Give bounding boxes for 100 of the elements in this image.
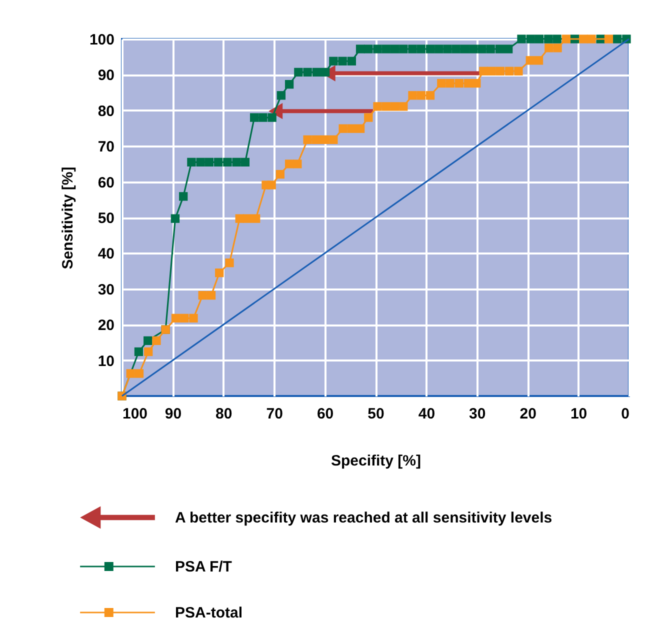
y-tick-label: 100	[89, 32, 114, 48]
point	[250, 113, 259, 122]
point	[437, 78, 446, 88]
point	[152, 336, 161, 345]
point	[189, 314, 198, 323]
point	[356, 44, 365, 54]
y-tick-label: 80	[98, 102, 114, 120]
point	[303, 135, 312, 144]
point	[329, 56, 338, 66]
point	[303, 68, 312, 77]
point	[504, 44, 513, 54]
point	[240, 158, 250, 166]
point	[416, 44, 426, 54]
x-tick-label: 90	[164, 406, 182, 422]
x-tick-label: 70	[266, 406, 283, 422]
point	[198, 290, 207, 300]
point	[426, 44, 435, 54]
point	[604, 34, 614, 44]
point	[232, 158, 241, 166]
point	[373, 102, 382, 111]
point	[454, 78, 464, 88]
y-tick-label: 70	[98, 138, 114, 156]
point	[478, 44, 486, 54]
x-tick-label: 20	[520, 406, 536, 422]
point	[446, 78, 454, 88]
point	[496, 66, 505, 76]
x-tick-label: 40	[418, 406, 436, 422]
y-tick-label: 40	[98, 246, 114, 263]
point	[469, 44, 478, 54]
point	[526, 34, 535, 44]
point	[399, 102, 408, 111]
point	[364, 113, 373, 122]
point	[364, 44, 373, 54]
legend-label: PSA F/T	[175, 558, 232, 576]
point	[252, 214, 260, 223]
point	[434, 44, 444, 54]
point	[284, 160, 294, 168]
point	[258, 113, 268, 122]
point	[170, 214, 180, 223]
y-tick-label: 50	[98, 210, 114, 227]
point	[134, 369, 144, 378]
point	[382, 44, 390, 54]
point	[144, 347, 153, 356]
point	[486, 44, 495, 54]
point	[487, 66, 496, 76]
point	[225, 258, 234, 268]
y-tick-label: 60	[98, 174, 114, 192]
y-tick-label: 10	[98, 352, 114, 370]
point	[215, 268, 224, 278]
y-tick-label: 20	[98, 317, 114, 334]
point	[276, 91, 286, 100]
point	[390, 102, 400, 111]
point	[613, 34, 622, 44]
point	[517, 34, 526, 44]
point	[196, 158, 205, 166]
point	[267, 180, 276, 190]
point	[399, 44, 408, 54]
point	[526, 56, 534, 65]
point	[312, 135, 321, 144]
point	[179, 192, 188, 201]
y-axis-title: Sensitivity [%]	[59, 166, 76, 270]
point	[294, 68, 303, 77]
point	[204, 158, 214, 166]
x-axis-title: Specifity [%]	[330, 452, 422, 470]
point	[505, 66, 514, 76]
point	[534, 56, 544, 65]
point	[320, 135, 330, 144]
point	[180, 314, 189, 323]
point	[144, 336, 152, 345]
point	[293, 160, 302, 168]
point	[347, 124, 356, 133]
x-tick-label: 10	[570, 406, 588, 422]
point	[562, 34, 570, 44]
point	[242, 214, 252, 223]
point	[312, 68, 322, 77]
point	[329, 135, 338, 144]
point	[464, 78, 473, 88]
point	[552, 34, 562, 44]
x-tick-label: 60	[316, 406, 334, 422]
point	[553, 44, 562, 52]
point	[338, 124, 348, 133]
x-tick-label: 100	[122, 406, 148, 422]
point	[134, 347, 144, 356]
point	[426, 91, 435, 100]
legend-label: A better specifity was reached at all sensitivity levels	[175, 510, 552, 526]
point	[206, 290, 216, 300]
point	[544, 44, 554, 52]
point	[579, 34, 588, 44]
point	[338, 56, 347, 66]
x-tick-label: 50	[368, 406, 384, 422]
point	[214, 158, 223, 166]
point	[187, 158, 196, 166]
point	[460, 44, 470, 54]
point	[284, 80, 294, 89]
point	[452, 44, 460, 54]
point	[534, 34, 544, 44]
point	[472, 78, 481, 88]
point	[390, 44, 400, 54]
point	[408, 91, 417, 100]
point	[408, 44, 417, 54]
